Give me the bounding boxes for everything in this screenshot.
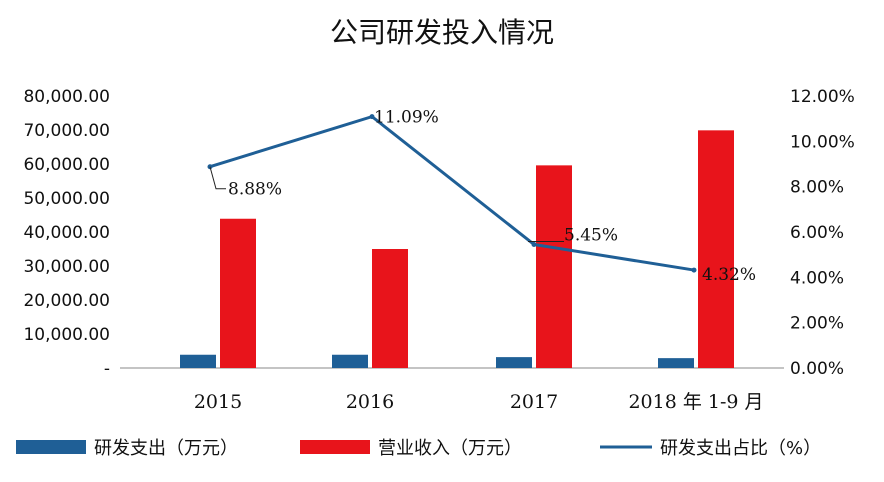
- legend-swatch: [600, 445, 652, 449]
- line-point: [691, 267, 697, 273]
- bar-revenue-1: [372, 249, 408, 368]
- line-point: [369, 114, 375, 120]
- legend-swatch: [300, 440, 370, 454]
- legend: 研发支出（万元） 营业收入（万元） 研发支出占比（%）: [16, 438, 821, 459]
- legend-label: 研发支出（万元）: [94, 438, 238, 459]
- right-axis-tick-label: 2.00%: [790, 314, 844, 334]
- left-axis-tick-label: 60,000.00: [23, 155, 110, 175]
- line-data-label: 8.88%: [228, 180, 282, 200]
- right-axis-tick-label: 10.00%: [790, 132, 855, 152]
- line-data-label: 4.32%: [702, 265, 756, 285]
- bar-revenue-3: [698, 130, 734, 368]
- right-axis-tick-label: 0.00%: [790, 359, 844, 379]
- left-axis-tick-label: 40,000.00: [23, 223, 110, 243]
- right-axis-tick-label: 12.00%: [790, 87, 855, 107]
- left-axis-tick-label: 50,000.00: [23, 189, 110, 209]
- legend-label: 营业收入（万元）: [378, 438, 522, 459]
- x-axis-tick-label: 2017: [510, 391, 558, 413]
- bar-rd-expense-3: [658, 358, 694, 368]
- x-axis-tick-label: 2018 年 1-9 月: [628, 391, 763, 413]
- line-data-label: 11.09%: [374, 108, 439, 128]
- legend-swatch: [16, 440, 86, 454]
- bar-revenue-0: [220, 218, 256, 368]
- bar-revenue-2: [536, 165, 572, 368]
- x-axis-tick-label: 2015: [194, 391, 242, 413]
- line-point: [531, 241, 537, 247]
- right-axis-tick-label: 8.00%: [790, 178, 844, 198]
- right-axis-ticks: 0.00% 2.00% 4.00% 6.00% 8.00% 10.00% 12.00%: [790, 87, 855, 379]
- left-axis-tick-label: 10,000.00: [23, 325, 110, 345]
- left-axis-tick-label: 70,000.00: [23, 121, 110, 141]
- bar-rd-expense-0: [180, 354, 216, 368]
- right-axis-tick-label: 6.00%: [790, 223, 844, 243]
- right-axis-tick-label: 4.00%: [790, 268, 844, 288]
- line-data-label: 5.45%: [564, 225, 618, 245]
- left-axis-tick-label: -: [104, 359, 110, 379]
- legend-label: 研发支出占比（%）: [660, 438, 821, 459]
- line-rd-ratio: [209, 114, 695, 272]
- left-axis-ticks: - 10,000.00 20,000.00 30,000.00 40,000.00 50,…: [23, 87, 110, 379]
- line-series-group: 8.88% 11.09% 5.45% 4.32%: [207, 108, 756, 285]
- left-axis-tick-label: 20,000.00: [23, 291, 110, 311]
- x-axis-tick-label: 2016: [346, 391, 394, 413]
- chart-title: 公司研发投入情况: [330, 16, 554, 49]
- x-axis-ticks: 2015 2016 2017 2018 年 1-9 月: [194, 391, 764, 413]
- left-axis-tick-label: 80,000.00: [23, 87, 110, 107]
- bar-rd-expense-2: [496, 357, 532, 368]
- bar-series-group: [180, 130, 734, 368]
- bar-rd-expense-1: [332, 354, 368, 368]
- left-axis-tick-label: 30,000.00: [23, 257, 110, 277]
- label-leader: [209, 166, 226, 190]
